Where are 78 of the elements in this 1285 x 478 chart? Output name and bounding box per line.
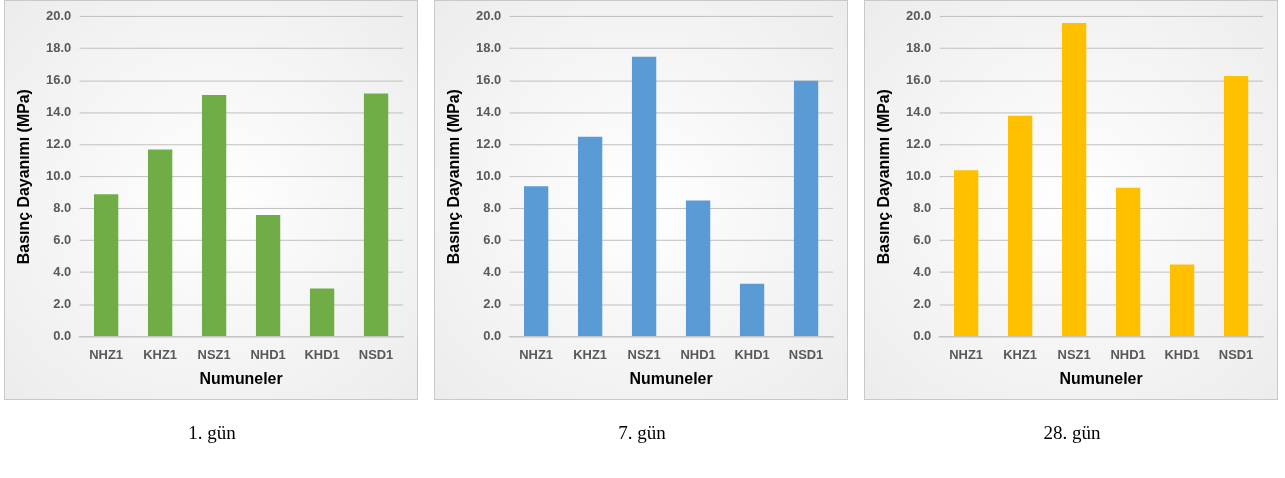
y-tick-label: 6.0 — [913, 232, 932, 248]
y-tick-label: 12.0 — [906, 136, 932, 152]
x-tick-label: KHD1 — [1164, 346, 1200, 362]
y-tick-label: 12.0 — [46, 136, 72, 152]
y-tick-label: 0.0 — [53, 328, 72, 344]
y-tick-label: 0.0 — [913, 328, 932, 344]
bar — [201, 95, 227, 337]
bar — [1169, 264, 1195, 337]
y-tick-label: 18.0 — [46, 40, 72, 56]
text: 28. gün — [1042, 422, 1102, 444]
y-tick-label: 4.0 — [913, 264, 932, 280]
x-tick-label: KHZ1 — [1003, 346, 1037, 362]
x-tick-label: NSD1 — [1218, 346, 1254, 362]
y-tick-label: 6.0 — [53, 232, 72, 248]
y-tick-label: 10.0 — [906, 168, 932, 184]
y-tick-label: 18.0 — [476, 40, 502, 56]
x-axis-title: Numuneler — [1059, 369, 1143, 387]
bar — [631, 56, 657, 337]
y-tick-label: 16.0 — [906, 72, 932, 88]
x-tick-label: NSZ1 — [1057, 346, 1091, 362]
bar — [309, 288, 335, 337]
bar — [1223, 75, 1249, 337]
bar — [255, 214, 281, 337]
x-tick-label: NHZ1 — [949, 346, 984, 362]
bar — [739, 283, 765, 337]
x-tick-label: NSD1 — [788, 346, 824, 362]
y-tick-label: 16.0 — [46, 72, 72, 88]
x-tick-label: KHZ1 — [573, 346, 607, 362]
bar — [577, 136, 603, 337]
bar — [363, 93, 389, 337]
bar — [1007, 115, 1033, 337]
y-tick-label: 20.0 — [906, 8, 932, 24]
x-tick-label: KHD1 — [734, 346, 770, 362]
y-tick-label: 2.0 — [53, 296, 72, 312]
x-tick-label: NHZ1 — [89, 346, 124, 362]
y-axis-title: Basınç Dayanımı (MPa) — [444, 89, 462, 265]
y-tick-label: 8.0 — [483, 200, 502, 216]
bar — [793, 80, 819, 337]
y-tick-label: 20.0 — [46, 8, 72, 24]
y-tick-label: 2.0 — [913, 296, 932, 312]
y-tick-label: 12.0 — [476, 136, 502, 152]
y-tick-label: 0.0 — [483, 328, 502, 344]
x-axis-title: Numuneler — [199, 369, 283, 387]
y-tick-label: 16.0 — [476, 72, 502, 88]
x-tick-label: NSZ1 — [627, 346, 661, 362]
y-tick-label: 8.0 — [53, 200, 72, 216]
y-tick-label: 14.0 — [476, 104, 502, 120]
y-tick-label: 14.0 — [46, 104, 72, 120]
bar — [953, 170, 979, 337]
bar — [147, 149, 173, 337]
x-axis-title: Numuneler — [629, 369, 713, 387]
x-tick-label: NSD1 — [358, 346, 394, 362]
y-axis-title: Basınç Dayanımı (MPa) — [874, 89, 892, 265]
x-tick-label: NHD1 — [250, 346, 286, 362]
x-tick-label: NSZ1 — [197, 346, 231, 362]
x-tick-label: NHD1 — [680, 346, 716, 362]
y-tick-label: 20.0 — [476, 8, 502, 24]
x-tick-label: NHZ1 — [519, 346, 554, 362]
bar — [93, 194, 119, 337]
y-tick-label: 14.0 — [906, 104, 932, 120]
y-axis-title: Basınç Dayanımı (MPa) — [14, 89, 32, 265]
y-tick-label: 4.0 — [53, 264, 72, 280]
y-tick-label: 6.0 — [483, 232, 502, 248]
y-tick-label: 8.0 — [913, 200, 932, 216]
x-tick-label: KHD1 — [304, 346, 340, 362]
bar — [685, 200, 711, 337]
bar — [1061, 23, 1087, 337]
y-tick-label: 10.0 — [46, 168, 72, 184]
y-tick-label: 4.0 — [483, 264, 502, 280]
text: 7. gün — [617, 422, 667, 444]
bar — [523, 186, 549, 337]
x-tick-label: KHZ1 — [143, 346, 177, 362]
bar — [1115, 187, 1141, 337]
y-tick-label: 2.0 — [483, 296, 502, 312]
y-tick-label: 18.0 — [906, 40, 932, 56]
x-tick-label: NHD1 — [1110, 346, 1146, 362]
y-tick-label: 10.0 — [476, 168, 502, 184]
text: 1. gün — [187, 422, 237, 444]
